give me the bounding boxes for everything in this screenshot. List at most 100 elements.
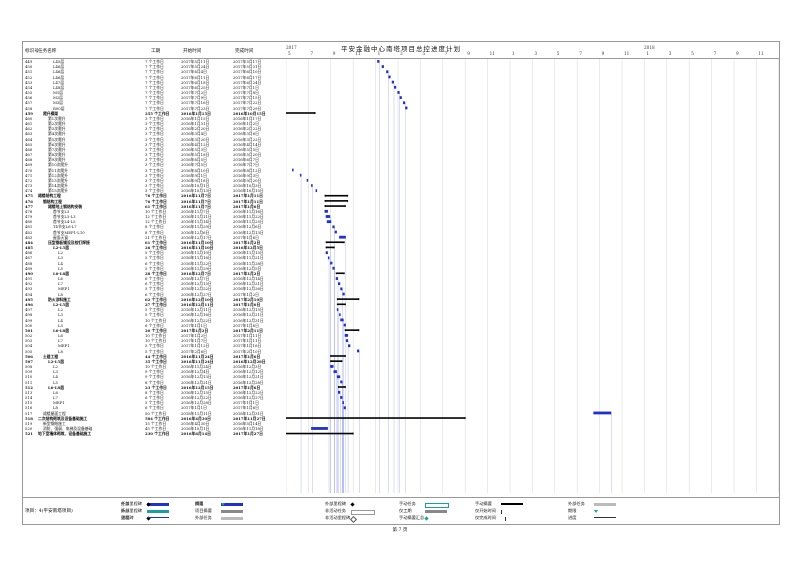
task-row[interactable]: 477 裙楼地上钢结构安装 61 个工作日 2016年11月7日 2017年1月6日 xyxy=(23,204,286,209)
task-row[interactable]: 482 首节支MEP1-L10 8 个工作日 2016年12月6日 2016年12月13… xyxy=(23,230,286,235)
task-name: L46层 xyxy=(53,69,65,75)
task-row[interactable]: 519 新型钢结施工 15 个工作日 2016年4月30日 2016年5月14日 xyxy=(23,421,286,426)
task-row[interactable]: 507 L2-L5层 35 个工作日 2016年11月24日 2016年12月28日 xyxy=(23,359,286,364)
task-row[interactable]: 509 L3 9 个工作日 2016年12月4日 2016年12月12日 xyxy=(23,369,286,374)
task-duration: 21 个工作日 xyxy=(145,234,167,240)
task-row[interactable]: 456 M2层 7 个工作日 2017年7月9日 2017年7月15日 xyxy=(23,95,286,100)
task-finish: 2016年12月3日 xyxy=(233,364,262,370)
task-row[interactable]: 466 第7次爬升 3 个工作日 2016年5月3日 2016年5月5日 xyxy=(23,147,286,152)
task-row[interactable]: 460 第1次爬升 3 个工作日 2016年1月15日 2016年1月17日 xyxy=(23,116,286,121)
task-row[interactable]: 515 MEP1 5 个工作日 2016年12月28日 2017年1月1日 xyxy=(23,400,286,405)
task-row[interactable]: 498 L3 5 个工作日 2016年12月16日 2016年12月21日 xyxy=(23,312,286,317)
task-row[interactable]: 506 土建工程 44 个工作日 2016年11月24日 2017年1月6日 xyxy=(23,354,286,359)
task-row[interactable]: 479 首节支L3-L3 12 个工作日 2016年11月11日 2016年11月22日 xyxy=(23,214,286,219)
task-row[interactable]: 496 L2-L5层 27 个工作日 2016年12月11日 2017年1月6日 xyxy=(23,302,286,307)
task-row[interactable]: 480 首节支L4-L5 12 个工作日 2016年11月14日 2016年11月25日 xyxy=(23,219,286,224)
task-row[interactable]: 486 L2 5 个工作日 2016年11月10日 2016年11月15日 xyxy=(23,250,286,255)
task-row[interactable]: 516 L8 6 个工作日 2017年1月1日 2017年1月6日 xyxy=(23,405,286,410)
task-row[interactable]: 475 裙楼结构工程 76 个工作日 2016年11月7日 2017年1月11日 xyxy=(23,193,286,198)
task-row[interactable]: 469 第10次爬升 3 个工作日 2016年7月5日 2016年7月7日 xyxy=(23,162,286,167)
task-row[interactable]: 505 L8 5 个工作日 2017年2月6日 2017年2月10日 xyxy=(23,349,286,354)
task-duration: 255 个工作日 xyxy=(145,110,170,116)
task-duration: 3 个工作日 xyxy=(145,126,164,132)
task-row[interactable]: 495 防火涂料施工 62 个工作日 2016年12月10日 2017年2月10日 xyxy=(23,297,286,302)
task-row[interactable]: 476 钢结构工程 76 个工作日 2016年11月7日 2017年1月11日 xyxy=(23,199,286,204)
task-row[interactable]: 458 R00层 7 个工作日 2017年7月23日 2017年7月29日 xyxy=(23,106,286,111)
task-row[interactable]: 488 L4 6 个工作日 2016年11月22日 2016年11月28日 xyxy=(23,261,286,266)
task-row[interactable]: 478 首节支L3 10 个工作日 2016年11月7日 2016年11月16日 xyxy=(23,209,286,214)
task-row[interactable]: 489 L5 5 个工作日 2016年11月29日 2016年12月5日 xyxy=(23,266,286,271)
task-row[interactable]: 468 第9次爬升 3 个工作日 2016年6月5日 2016年6月7日 xyxy=(23,157,286,162)
task-id: 492 xyxy=(25,281,33,287)
task-row[interactable]: 462 第3次爬升 3 个工作日 2016年2月20日 2016年2月22日 xyxy=(23,126,286,131)
task-row[interactable]: 521 地下室墙体砌筑、设备基础施工 230 个工作日 2016年6月14日 2017年… xyxy=(23,431,286,436)
task-row[interactable]: 473 第14次爬升 3 个工作日 2016年10月1日 2016年10月3日 xyxy=(23,183,286,188)
task-row[interactable]: 461 第2次爬升 3 个工作日 2016年1月31日 2016年1月2日 xyxy=(23,121,286,126)
task-row[interactable]: 463 第4次爬升 3 个工作日 2016年3月4日 2016年3月6日 xyxy=(23,131,286,136)
task-row[interactable]: 453 L47层 7 个工作日 2017年6月18日 2017年6月24日 xyxy=(23,80,286,85)
task-row[interactable]: 449 L45层 7 个工作日 2017年5月11日 2017年5月17日 xyxy=(23,59,286,64)
task-row[interactable]: 457 M3层 7 个工作日 2017年7月16日 2017年7月22日 xyxy=(23,100,286,105)
task-row[interactable]: 514 L7 6 个工作日 2016年12月22日 2016年12月27日 xyxy=(23,395,286,400)
task-row[interactable]: 474 第15次爬升 3 个工作日 2016年10月13日 2016年10月15日 xyxy=(23,188,286,193)
task-row[interactable]: 450 L46层 7 个工作日 2017年5月24日 2017年5月31日 xyxy=(23,64,286,69)
task-row[interactable]: 467 第8次爬升 3 个工作日 2016年5月18日 2016年5月20日 xyxy=(23,152,286,157)
task-duration: 7 个工作日 xyxy=(145,84,164,90)
task-bar xyxy=(405,106,408,110)
task-row[interactable]: 501 L6-L8层 20 个工作日 2017年1月2日 2017年2月11日 xyxy=(23,328,286,333)
task-row[interactable]: 481 T4节支L6-L7 8 个工作日 2016年11月29日 2016年12月6日 xyxy=(23,224,286,229)
task-finish: 2017年1月11日 xyxy=(233,338,262,344)
task-row[interactable]: 517 裙楼屋面工程 50 个工作日 2018年11月11日 2018年12月31日 xyxy=(23,411,286,416)
task-row[interactable]: 484 压型钢板铺设及栓钉焊接 61 个工作日 2016年11月10日 2017年1月2… xyxy=(23,240,286,245)
task-row[interactable]: 511 L5 8 个工作日 2016年12月21日 2016年12月28日 xyxy=(23,380,286,385)
task-row[interactable]: 494 L8 6 个工作日 2016年12月27日 2017年1月2日 xyxy=(23,292,286,297)
task-finish: 2017年1月6日 xyxy=(233,203,261,209)
task-start: 2016年12月15日 xyxy=(181,281,212,287)
task-name: 第2次爬升 xyxy=(48,121,66,127)
col-duration-header: 工期 xyxy=(151,49,161,54)
task-row[interactable]: 493 MEP1 5 个工作日 2016年12月22日 2016年12月26日 xyxy=(23,286,286,291)
task-row[interactable]: 497 L2 5 个工作日 2016年12月11日 2016年12月15日 xyxy=(23,307,286,312)
task-row[interactable]: 487 L3 5 个工作日 2016年11月16日 2016年11月21日 xyxy=(23,255,286,260)
task-row[interactable]: 451 L46层 7 个工作日 2017年6月4日 2017年6月10日 xyxy=(23,69,286,74)
task-start: 2016年12月16日 xyxy=(181,312,212,318)
summary-cap-end xyxy=(357,298,360,301)
task-start: 2016年12月17日 xyxy=(181,234,212,240)
task-row[interactable]: 508 L2 10 个工作日 2016年11月24日 2016年12月3日 xyxy=(23,364,286,369)
task-bar xyxy=(338,390,341,394)
task-bar xyxy=(340,287,343,291)
task-row[interactable]: 470 第11次爬升 3 个工作日 2016年8月10日 2016年8月12日 xyxy=(23,168,286,173)
task-row[interactable]: 500 L5 6 个工作日 2017年1月1日 2017年1月6日 xyxy=(23,323,286,328)
task-row[interactable]: 485 L2-L5层 26 个工作日 2016年11月10日 2016年12月5日 xyxy=(23,245,286,250)
task-row[interactable]: 454 L48层 7 个工作日 2017年6月25日 2017年7月1日 xyxy=(23,85,286,90)
summary-cap-end xyxy=(344,355,346,358)
task-row[interactable]: 499 L4 10 个工作日 2016年12月22日 2016年12月31日 xyxy=(23,318,286,323)
task-row[interactable]: 464 第5次爬升 3 个工作日 2016年3月20日 2016年3月22日 xyxy=(23,137,286,142)
task-row[interactable]: 512 L6-L8层 23 个工作日 2016年12月15日 2017年1月6日 xyxy=(23,385,286,390)
task-row[interactable]: 459 爬升模架 255 个工作日 2016年1月15日 2016年10月15日 xyxy=(23,111,286,116)
task-row[interactable]: 510 L4 9 个工作日 2016年12月13日 2016年12月21日 xyxy=(23,374,286,379)
task-row[interactable]: 490 L6-L8层 28 个工作日 2016年12月7日 2017年1月2日 xyxy=(23,271,286,276)
task-finish: 2016年10月3日 xyxy=(233,183,262,189)
task-row[interactable]: 483 屋面天窗 21 个工作日 2016年12月17日 2017年1月6日 xyxy=(23,235,286,240)
task-row[interactable]: 465 第6次爬升 3 个工作日 2016年4月12日 2016年4月14日 xyxy=(23,142,286,147)
task-duration: 3 个工作日 xyxy=(145,162,164,168)
task-row[interactable]: 455 M1层 7 个工作日 2017年7月2日 2017年7月8日 xyxy=(23,90,286,95)
task-row[interactable]: 491 L6 6 个工作日 2016年12月7日 2016年12月14日 xyxy=(23,276,286,281)
task-row[interactable]: 502 L6 10 个工作日 2017年1月2日 2017年1月11日 xyxy=(23,333,286,338)
task-row[interactable]: 503 L7 10 个工作日 2017年1月7日 2017年1月11日 xyxy=(23,338,286,343)
task-row[interactable]: 520 消防、强弱、电梯及设备基础 45 个工作日 2016年10月1日 2016年11… xyxy=(23,426,286,431)
task-duration: 3 个工作日 xyxy=(145,141,164,147)
task-row[interactable]: 518 二次结构砌筑及设备基础施工 584 个工作日 2016年4月30日 2017年1… xyxy=(23,416,286,421)
task-row[interactable]: 513 L6 8 个工作日 2016年12月15日 2016年12月22日 xyxy=(23,390,286,395)
task-row[interactable]: 504 MEP1 5 个工作日 2017年1月12日 2017年1月16日 xyxy=(23,343,286,348)
task-row[interactable]: 492 L7 6 个工作日 2016年12月15日 2016年12月21日 xyxy=(23,281,286,286)
task-name: 防火涂料施工 xyxy=(48,296,71,302)
task-row[interactable]: 471 第12次爬升 3 个工作日 2016年9月1日 2016年9月3日 xyxy=(23,173,286,178)
task-row[interactable]: 472 第13次爬升 3 个工作日 2016年9月18日 2016年9月20日 xyxy=(23,178,286,183)
task-id: 495 xyxy=(25,296,33,302)
task-duration: 3 个工作日 xyxy=(145,146,164,152)
legend-label: 进度 xyxy=(568,515,577,520)
task-row[interactable]: 452 L46层 7 个工作日 2017年6月11日 2017年6月17日 xyxy=(23,75,286,80)
summary-cap-end xyxy=(314,112,316,115)
